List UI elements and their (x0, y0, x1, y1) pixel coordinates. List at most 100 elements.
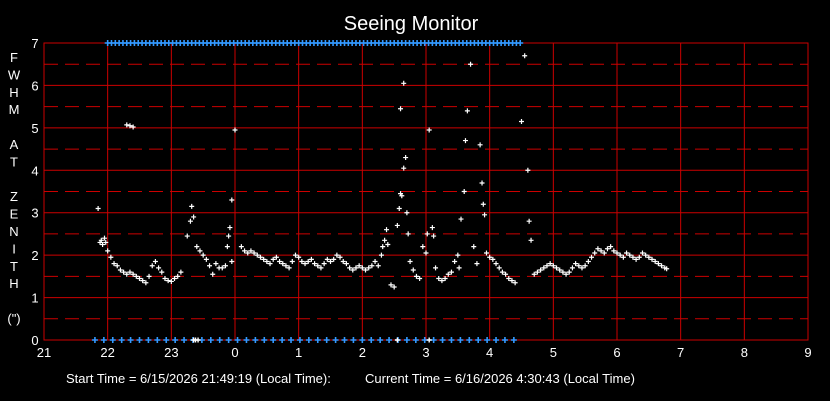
data-point (245, 250, 251, 256)
data-point (633, 256, 639, 262)
data-point (550, 263, 556, 269)
data-point (445, 271, 451, 277)
data-point (403, 155, 409, 161)
data-point (195, 337, 201, 343)
y-tick-label: 0 (31, 333, 38, 348)
data-point (410, 267, 416, 273)
data-point (547, 261, 553, 267)
data-point (152, 259, 158, 265)
x-tick-label: 9 (804, 345, 811, 360)
x-tick-label: 0 (231, 345, 238, 360)
data-point (98, 237, 104, 243)
status-marker-bottom (163, 337, 170, 343)
data-point (579, 265, 585, 271)
data-point (224, 244, 230, 250)
data-point (105, 248, 111, 254)
data-point (124, 271, 130, 277)
x-axis-ticks: 21 22 23 0 1 2 3 4 5 6 7 8 9 (37, 345, 812, 360)
x-tick-label: 22 (100, 345, 114, 360)
data-point (664, 266, 670, 272)
data-point (595, 246, 601, 252)
data-point (429, 225, 435, 231)
status-marker-bottom (457, 337, 464, 343)
data-point (162, 275, 168, 281)
data-point (156, 265, 162, 271)
data-point (267, 261, 273, 267)
data-point (436, 275, 442, 281)
data-point (328, 259, 333, 265)
data-point (143, 280, 149, 286)
data-point (503, 271, 509, 277)
data-point (257, 254, 263, 260)
data-point (396, 205, 402, 211)
status-marker-bottom (127, 337, 134, 343)
y-axis-label-letter: A (10, 137, 19, 152)
data-point (652, 259, 658, 265)
status-marker-bottom (279, 337, 286, 343)
data-point (363, 267, 369, 273)
status-marker-bottom (91, 337, 98, 343)
status-marker-bottom (323, 337, 330, 343)
data-point (519, 118, 524, 124)
data-point (308, 256, 314, 262)
data-point (630, 254, 636, 260)
data-point (617, 252, 623, 258)
data-point (191, 214, 197, 220)
data-point (324, 256, 330, 262)
data-point (479, 180, 485, 186)
data-point (353, 265, 359, 271)
y-axis-label-letter: H (9, 85, 18, 100)
data-point (649, 256, 655, 262)
data-point (219, 265, 225, 271)
y-tick-label: 5 (31, 121, 38, 136)
y-axis-ticks: 0 1 2 3 4 5 6 7 (31, 36, 38, 348)
data-point (655, 261, 661, 267)
status-marker-bottom (305, 337, 312, 343)
data-point (159, 269, 165, 275)
data-point (659, 263, 665, 269)
data-point (471, 244, 477, 250)
status-marker-top (517, 40, 524, 46)
status-marker-bottom (118, 337, 125, 343)
data-point (146, 273, 152, 279)
status-marker-bottom (475, 337, 482, 343)
data-point (149, 263, 155, 269)
x-tick-label: 7 (677, 345, 684, 360)
data-point (557, 267, 563, 273)
data-point (248, 248, 254, 254)
data-point (350, 267, 356, 273)
data-point (528, 237, 534, 243)
data-point (318, 265, 324, 271)
data-point (189, 203, 195, 209)
data-point (480, 201, 486, 207)
status-marker-bottom (350, 337, 357, 343)
data-point (340, 259, 346, 265)
data-point (534, 269, 540, 275)
data-point (280, 261, 286, 267)
data-point (604, 246, 610, 252)
y-axis-label-letter: Z (10, 189, 18, 204)
y-axis-label-letter: (") (7, 311, 20, 326)
data-point (401, 165, 407, 171)
x-tick-label: 8 (741, 345, 748, 360)
data-point (413, 273, 419, 279)
data-point (544, 263, 550, 269)
status-marker-bottom (377, 337, 384, 343)
y-tick-label: 7 (31, 36, 38, 51)
data-point (101, 235, 107, 241)
data-point (589, 254, 595, 260)
data-point (423, 250, 429, 256)
data-point (286, 265, 292, 271)
data-point (407, 259, 413, 265)
data-point (509, 278, 515, 284)
data-point (283, 263, 289, 269)
data-point (601, 250, 607, 256)
data-point (124, 122, 130, 128)
data-point (289, 259, 295, 265)
data-point (210, 271, 216, 277)
data-point (375, 263, 381, 269)
status-marker-bottom (510, 337, 517, 343)
data-point (582, 263, 588, 269)
